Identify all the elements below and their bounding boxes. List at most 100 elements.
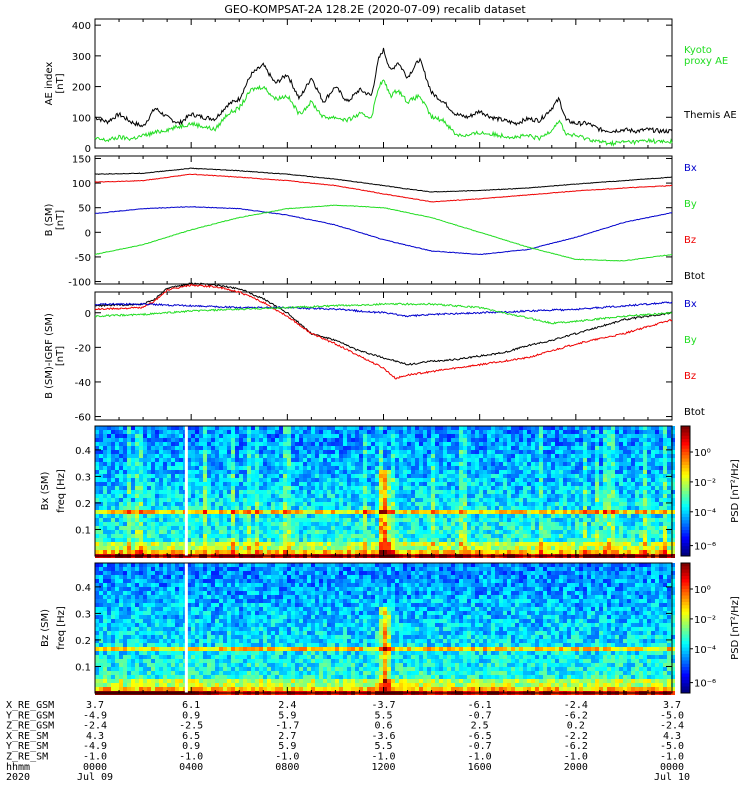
psd-cell [259,534,263,538]
psd-cell [99,490,103,494]
psd-cell [95,518,99,522]
psd-cell [423,510,427,514]
psd-cell [387,510,391,514]
psd-cell [579,450,583,454]
psd-cell [567,446,571,450]
psd-cell [379,534,383,538]
psd-cell [347,542,351,546]
psd-cell [319,470,323,474]
psd-cell [231,550,235,554]
psd-cell [471,550,475,554]
psd-cell [299,514,303,518]
psd-cell [167,482,171,486]
psd-cell [315,518,319,522]
psd-cell [459,546,463,550]
psd-cell [507,442,511,446]
psd-cell [215,530,219,534]
psd-cell [343,454,347,458]
psd-cell [643,502,647,506]
psd-cell [491,522,495,526]
psd-cell [615,494,619,498]
psd-cell [523,470,527,474]
psd-cell [659,542,663,546]
psd-cell [519,518,523,522]
psd-cell [599,498,603,502]
psd-cell [571,538,575,542]
psd-cell [659,486,663,490]
psd-cell [271,458,275,462]
psd-cell [415,438,419,442]
psd-cell [667,502,671,506]
psd-cell [255,482,259,486]
psd-cell [115,514,119,518]
psd-cell [231,486,235,490]
psd-cell [535,486,539,490]
psd-cell [655,506,659,510]
psd-cell [135,546,139,550]
psd-cell [299,518,303,522]
psd-cell [335,450,339,454]
psd-cell [107,462,111,466]
psd-cell [195,514,199,518]
psd-cell [431,458,435,462]
psd-cell [571,446,575,450]
psd-cell [643,474,647,478]
psd-cell [347,510,351,514]
psd-cell [315,438,319,442]
psd-cell [375,490,379,494]
psd-cell [475,430,479,434]
psd-cell [347,494,351,498]
psd-cell [587,470,591,474]
psd-cell [291,546,295,550]
psd-cell [519,450,523,454]
psd-cell [507,498,511,502]
psd-cell [235,446,239,450]
psd-cell [359,442,363,446]
psd-cell [499,486,503,490]
psd-cell [391,514,395,518]
psd-cell [587,450,591,454]
psd-cell [327,474,331,478]
psd-cell [503,530,507,534]
psd-cell [551,490,555,494]
psd-cell [427,506,431,510]
psd-cell [563,502,567,506]
psd-cell [463,470,467,474]
psd-cell [171,482,175,486]
psd-cell [267,494,271,498]
psd-cell [455,518,459,522]
psd-cell [275,522,279,526]
psd-cell [375,546,379,550]
psd-cell [303,494,307,498]
psd-cell [99,434,103,438]
psd-cell [571,506,575,510]
psd-cell [487,530,491,534]
psd-cell [131,490,135,494]
psd-cell [403,522,407,526]
psd-cell [255,450,259,454]
psd-cell [459,502,463,506]
psd-cell [339,546,343,550]
psd-cell [343,498,347,502]
psd-cell [287,426,291,430]
psd-cell [667,426,671,430]
psd-cell [155,470,159,474]
psd-cell [447,550,451,554]
psd-cell [163,454,167,458]
psd-cell [527,470,531,474]
psd-cell [343,450,347,454]
psd-cell [611,546,615,550]
psd-cell [323,462,327,466]
psd-cell [115,434,119,438]
psd-cell [415,506,419,510]
psd-cell [167,446,171,450]
psd-cell [227,522,231,526]
psd-cell [467,534,471,538]
psd-cell [639,474,643,478]
psd-cell [659,526,663,530]
psd-cell [319,450,323,454]
psd-cell [375,470,379,474]
psd-cell [595,514,599,518]
psd-cell [383,486,387,490]
